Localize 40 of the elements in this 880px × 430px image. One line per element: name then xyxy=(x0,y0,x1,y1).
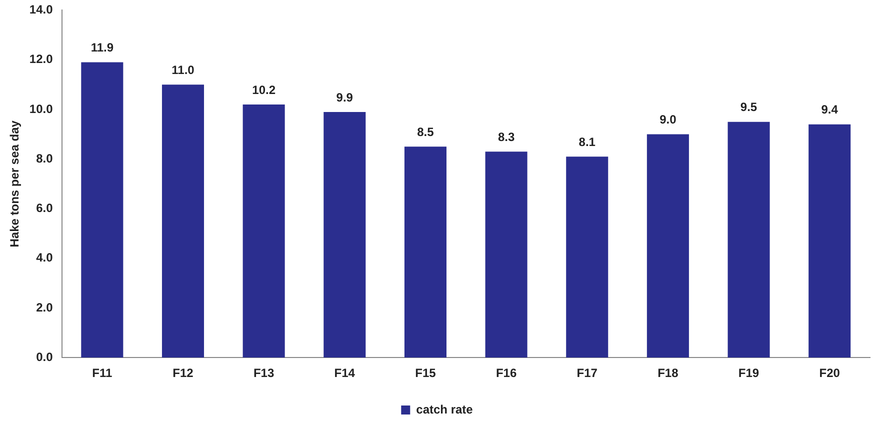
text: 9.5 xyxy=(740,100,758,114)
bar xyxy=(81,62,124,358)
bar xyxy=(242,104,285,358)
x-tick-label: F18 xyxy=(658,366,679,380)
y-axis-title: Hake tons per sea day xyxy=(8,120,22,248)
text: 10.2 xyxy=(252,82,276,97)
x-tick-label: F13 xyxy=(253,366,274,380)
x-tick-label: F11 xyxy=(92,366,112,380)
bar xyxy=(404,146,446,358)
bar xyxy=(808,124,851,358)
x-tick-label: F20 xyxy=(819,366,840,380)
x-tick-label: F12 xyxy=(172,366,194,380)
y-tick-label: 2.0 xyxy=(36,300,54,314)
y-tick-label: 10.0 xyxy=(29,102,54,116)
text: 8.5 xyxy=(417,124,434,139)
text: 11.9 xyxy=(90,40,114,55)
x-tick-label: F15 xyxy=(415,366,436,380)
y-tick-label: 6.0 xyxy=(36,201,54,216)
text: 9.0 xyxy=(660,112,676,127)
text: 8.3 xyxy=(498,130,515,144)
x-tick-label: F19 xyxy=(738,366,760,380)
text: 11.0 xyxy=(172,62,194,77)
legend-label: catch rate xyxy=(416,402,474,416)
bar xyxy=(162,84,204,358)
y-tick-label: 4.0 xyxy=(36,250,54,265)
y-tick-label: 8.0 xyxy=(36,151,54,166)
y-tick-label: 0.0 xyxy=(36,350,54,364)
x-tick-label: F14 xyxy=(334,366,356,380)
bar xyxy=(646,134,689,358)
bar xyxy=(728,122,770,358)
y-tick-label: 12.0 xyxy=(29,52,54,66)
bar xyxy=(566,156,608,358)
text: 9.4 xyxy=(821,102,838,117)
text: 8.1 xyxy=(578,134,596,149)
bar xyxy=(485,152,528,358)
y-tick-label: 14.0 xyxy=(29,2,54,17)
text: 9.9 xyxy=(336,90,353,104)
x-tick-label: F16 xyxy=(496,366,517,380)
bar xyxy=(324,112,366,358)
x-tick-label: F17 xyxy=(576,366,598,380)
